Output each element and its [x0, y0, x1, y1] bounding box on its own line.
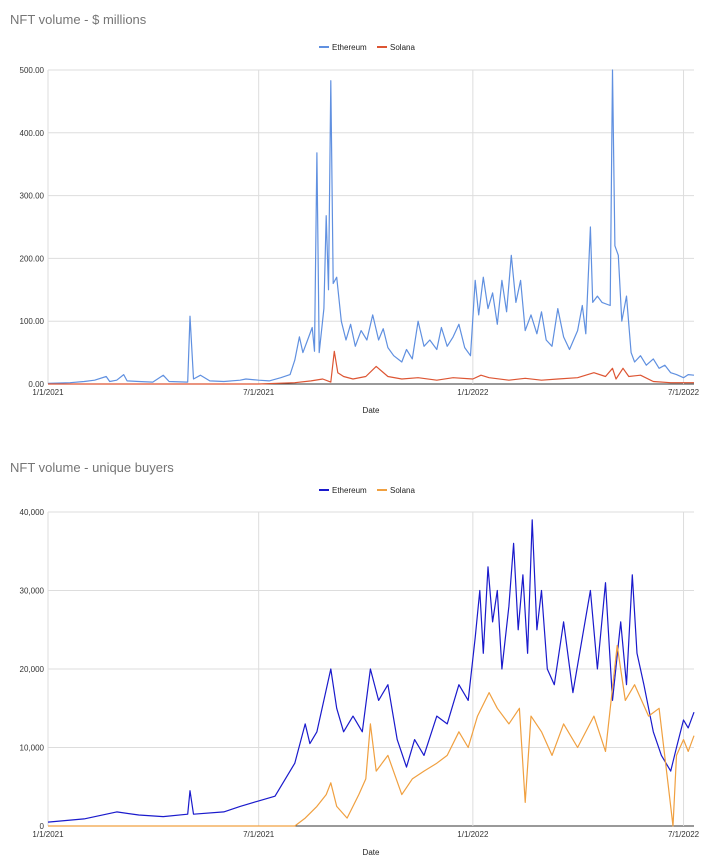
x-tick-label: 1/1/2021: [32, 388, 64, 397]
legend-label: Solana: [390, 43, 415, 52]
x-tick-label: 1/1/2022: [457, 830, 489, 839]
y-tick-label: 300.00: [20, 192, 45, 201]
x-axis-label: Date: [363, 406, 380, 415]
series-line-ethereum: [47, 519, 695, 823]
series-line-solana: [48, 644, 695, 827]
legend-label: Ethereum: [332, 486, 367, 495]
x-tick-label: 1/1/2021: [32, 830, 64, 839]
y-tick-label: 0: [40, 822, 45, 831]
y-tick-label: 30,000: [20, 587, 45, 596]
volume-usd-chart: NFT volume - $ millions 0.00 100.00 200.00…: [0, 0, 718, 430]
x-tick-label: 7/1/2022: [668, 830, 700, 839]
y-tick-label: 20,000: [20, 665, 45, 674]
y-tick-label: 40,000: [20, 508, 45, 517]
legend-label: Solana: [390, 486, 415, 495]
y-tick-label: 400.00: [20, 129, 45, 138]
y-tick-label: 500.00: [20, 66, 45, 75]
legend-label: Ethereum: [332, 43, 367, 52]
chart-title: NFT volume - unique buyers: [10, 460, 174, 475]
x-tick-label: 7/1/2021: [243, 830, 275, 839]
y-tick-label: 10,000: [20, 744, 45, 753]
y-tick-label: 0.00: [28, 380, 44, 389]
y-tick-label: 100.00: [20, 317, 45, 326]
unique-buyers-chart-svg: 0 10,000 20,000 30,000 40,000 1/1/2021 7/1/202…: [20, 486, 700, 857]
volume-usd-chart-svg: 0.00 100.00 200.00 300.00 400.00 500.00 1/1/20…: [20, 43, 700, 415]
series-line-ethereum: [47, 69, 695, 384]
chart-title: NFT volume - $ millions: [10, 12, 147, 27]
x-axis-label: Date: [363, 848, 380, 857]
x-tick-label: 1/1/2022: [457, 388, 489, 397]
unique-buyers-chart: NFT volume - unique buyers 0 10,000 20,000…: [0, 448, 718, 864]
y-tick-label: 200.00: [20, 254, 45, 263]
x-tick-label: 7/1/2021: [243, 388, 275, 397]
series-line-solana: [48, 350, 694, 385]
x-tick-label: 7/1/2022: [668, 388, 700, 397]
